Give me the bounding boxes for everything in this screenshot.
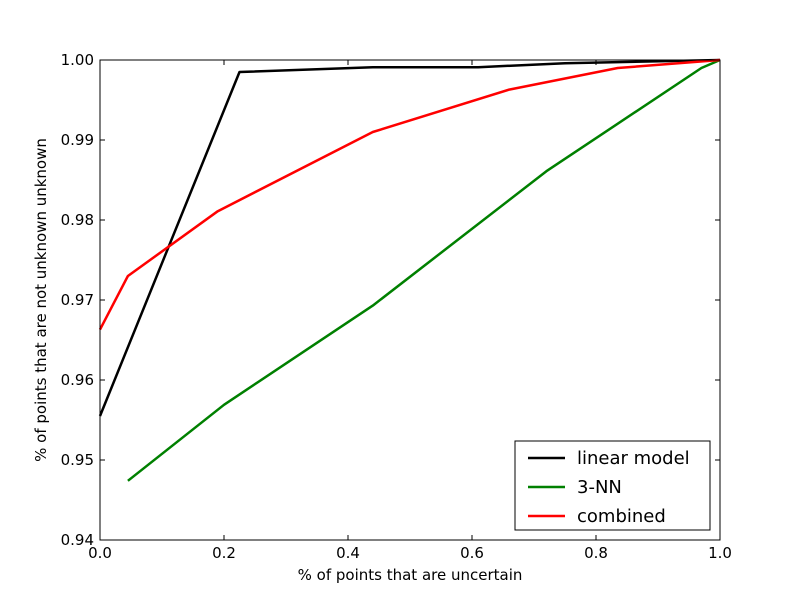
series-line-0 bbox=[98, 58, 721, 417]
x-tick-label: 0.8 bbox=[584, 544, 608, 562]
series-line-2 bbox=[98, 58, 721, 331]
x-tick-label: 0.0 bbox=[88, 544, 112, 562]
y-tick-label: 1.00 bbox=[61, 51, 94, 69]
x-tick-label: 0.2 bbox=[212, 544, 236, 562]
y-axis-label: % of points that are not unknown unknown bbox=[32, 138, 50, 462]
legend-label-1: 3-NN bbox=[577, 477, 622, 498]
x-tick-label: 0.6 bbox=[460, 544, 484, 562]
y-tick-label: 0.94 bbox=[61, 531, 94, 549]
x-tick-label: 1.0 bbox=[708, 544, 732, 562]
x-axis-label: % of points that are uncertain bbox=[298, 566, 523, 584]
series-line-1 bbox=[127, 58, 721, 482]
x-tick-label: 0.4 bbox=[336, 544, 360, 562]
legend-label-2: combined bbox=[577, 506, 666, 527]
legend-label-0: linear model bbox=[577, 448, 690, 469]
y-tick-label: 0.95 bbox=[61, 451, 94, 469]
ticks-layer: 0.0 0.2 0.4 0.6 0.8 1.0 0.94 0.95 0.96 0.97 0.98 0.… bbox=[61, 51, 732, 562]
legend: linear model 3-NN combined bbox=[514, 440, 711, 531]
y-tick-label: 0.99 bbox=[61, 131, 94, 149]
y-tick-label: 0.96 bbox=[61, 371, 94, 389]
y-tick-label: 0.98 bbox=[61, 211, 94, 229]
y-tick-label: 0.97 bbox=[61, 291, 94, 309]
series-layer bbox=[98, 58, 721, 482]
